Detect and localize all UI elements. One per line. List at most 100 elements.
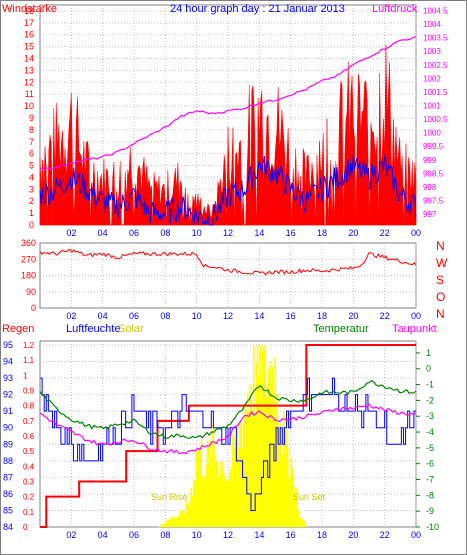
- solar-bar: [305, 525, 308, 527]
- x-tick-label: 04: [98, 228, 108, 238]
- x-tick-label: 16: [286, 228, 296, 238]
- sunset-annotation: Sun Set: [293, 492, 326, 502]
- solar-bar: [245, 412, 248, 527]
- pressure-axis-title: Luftdruck: [372, 3, 418, 15]
- wind-tick-label: 6: [29, 149, 34, 159]
- x-tick-label: 14: [254, 530, 264, 540]
- solar-bar: [303, 520, 305, 527]
- pressure-tick-label: 1004: [423, 20, 441, 29]
- solar-bar: [271, 367, 274, 527]
- solar-bar: [180, 510, 182, 527]
- solar-bar: [214, 454, 216, 527]
- wind-tick-label: 11: [25, 89, 34, 99]
- wind-tick-label: 7: [29, 137, 34, 147]
- pressure-tick-label: 998: [423, 183, 437, 192]
- solar-bar: [284, 429, 286, 527]
- solar-bar: [195, 449, 197, 527]
- solar-bar: [210, 468, 213, 527]
- solar-bar: [212, 442, 215, 527]
- x-tick-label: 16: [286, 530, 296, 540]
- humidity-tick-label: 94: [3, 357, 13, 367]
- pressure-tick-label: 998.5: [423, 169, 444, 178]
- wind-tick-label: 3: [29, 184, 34, 194]
- x-tick-label: 12: [223, 530, 233, 540]
- solar-bar: [265, 396, 268, 527]
- solar-bar: [204, 479, 206, 527]
- solar-bar: [190, 487, 192, 527]
- solar-bar: [196, 457, 199, 527]
- x-tick-label: 04: [98, 530, 108, 540]
- direction-tick-label: 360: [21, 238, 36, 248]
- temp-tick-label: -9: [426, 506, 434, 516]
- solar-bar: [274, 356, 276, 527]
- wind-tick-label: 10: [24, 101, 34, 111]
- x-tick-label: 18: [317, 311, 327, 321]
- chart-marks: [39, 36, 417, 528]
- solar-bar: [236, 422, 239, 527]
- solar-bar: [255, 363, 258, 527]
- temp-tick-label: -1: [426, 380, 434, 390]
- graph-title: 24 hour graph day : 21 Januar 2013: [170, 3, 345, 15]
- solar-bar: [224, 474, 226, 527]
- solar-bar: [191, 495, 194, 527]
- solar-bar: [259, 345, 261, 527]
- solar-bar: [264, 345, 266, 527]
- solar-bar: [273, 417, 275, 527]
- solar-bar: [283, 411, 285, 527]
- humidity-label: Luftfeuchte: [66, 323, 120, 335]
- x-tick-label: 06: [129, 228, 139, 238]
- solar-bar: [261, 350, 264, 527]
- pressure-line: [39, 36, 417, 170]
- solar-bar: [186, 504, 189, 527]
- solar-bar: [280, 439, 283, 527]
- solar-bar: [220, 462, 223, 527]
- humidity-tick-label: 88: [3, 456, 13, 466]
- wind-tick-label: 2: [29, 196, 34, 206]
- solar-bar: [206, 439, 209, 527]
- x-tick-label: 20: [348, 228, 358, 238]
- solar-bar: [225, 480, 228, 527]
- humidity-tick-label: 85: [3, 505, 13, 515]
- dewpoint-label: Taupunkt: [392, 323, 437, 335]
- x-tick-label: 18: [317, 530, 327, 540]
- pressure-tick-label: 1002: [423, 74, 441, 83]
- temp-tick-label: -4: [426, 427, 434, 437]
- temp-tick-label: -5: [426, 443, 434, 453]
- rain-line: [40, 344, 416, 528]
- compass-label: N: [436, 307, 445, 321]
- wind-tick-label: 1: [29, 208, 34, 218]
- solar-bar: [202, 475, 205, 527]
- temp-tick-label: -8: [426, 490, 434, 500]
- x-tick-label: 08: [160, 311, 170, 321]
- rain-tick-label: 0.3: [23, 478, 35, 487]
- solar-bar: [211, 424, 214, 527]
- axis-labels: 0123456789101112131415161718997997.59989…: [3, 6, 448, 540]
- solar-bar: [174, 518, 176, 527]
- wind-tick-label: 4: [29, 172, 34, 182]
- x-tick-label: 08: [160, 228, 170, 238]
- humidity-tick-label: 93: [3, 373, 13, 383]
- solar-bar: [300, 516, 303, 527]
- solar-bar: [296, 511, 299, 527]
- x-tick-label: 02: [66, 228, 76, 238]
- solar-bar: [285, 418, 288, 527]
- solar-bar: [192, 480, 195, 527]
- solar-bar: [290, 457, 293, 527]
- rain-tick-label: 0.6: [23, 432, 35, 441]
- solar-bar: [299, 518, 301, 527]
- solar-bar: [171, 516, 174, 527]
- x-tick-label: 18: [317, 228, 327, 238]
- solar-bar: [234, 448, 236, 527]
- rain-tick-label: 0.4: [23, 462, 35, 471]
- pressure-tick-label: 997.5: [423, 197, 444, 206]
- solar-bar: [293, 494, 295, 527]
- solar-bar: [215, 461, 218, 527]
- temp-tick-label: -2: [426, 395, 434, 405]
- x-tick-label: 10: [192, 228, 202, 238]
- wind-tick-label: 17: [24, 18, 34, 28]
- rain-tick-label: 0: [23, 523, 28, 532]
- solar-bar: [209, 440, 211, 527]
- temperature-label: Temperatur: [313, 323, 369, 335]
- solar-bar: [253, 345, 255, 527]
- wind-tick-label: 15: [24, 42, 34, 52]
